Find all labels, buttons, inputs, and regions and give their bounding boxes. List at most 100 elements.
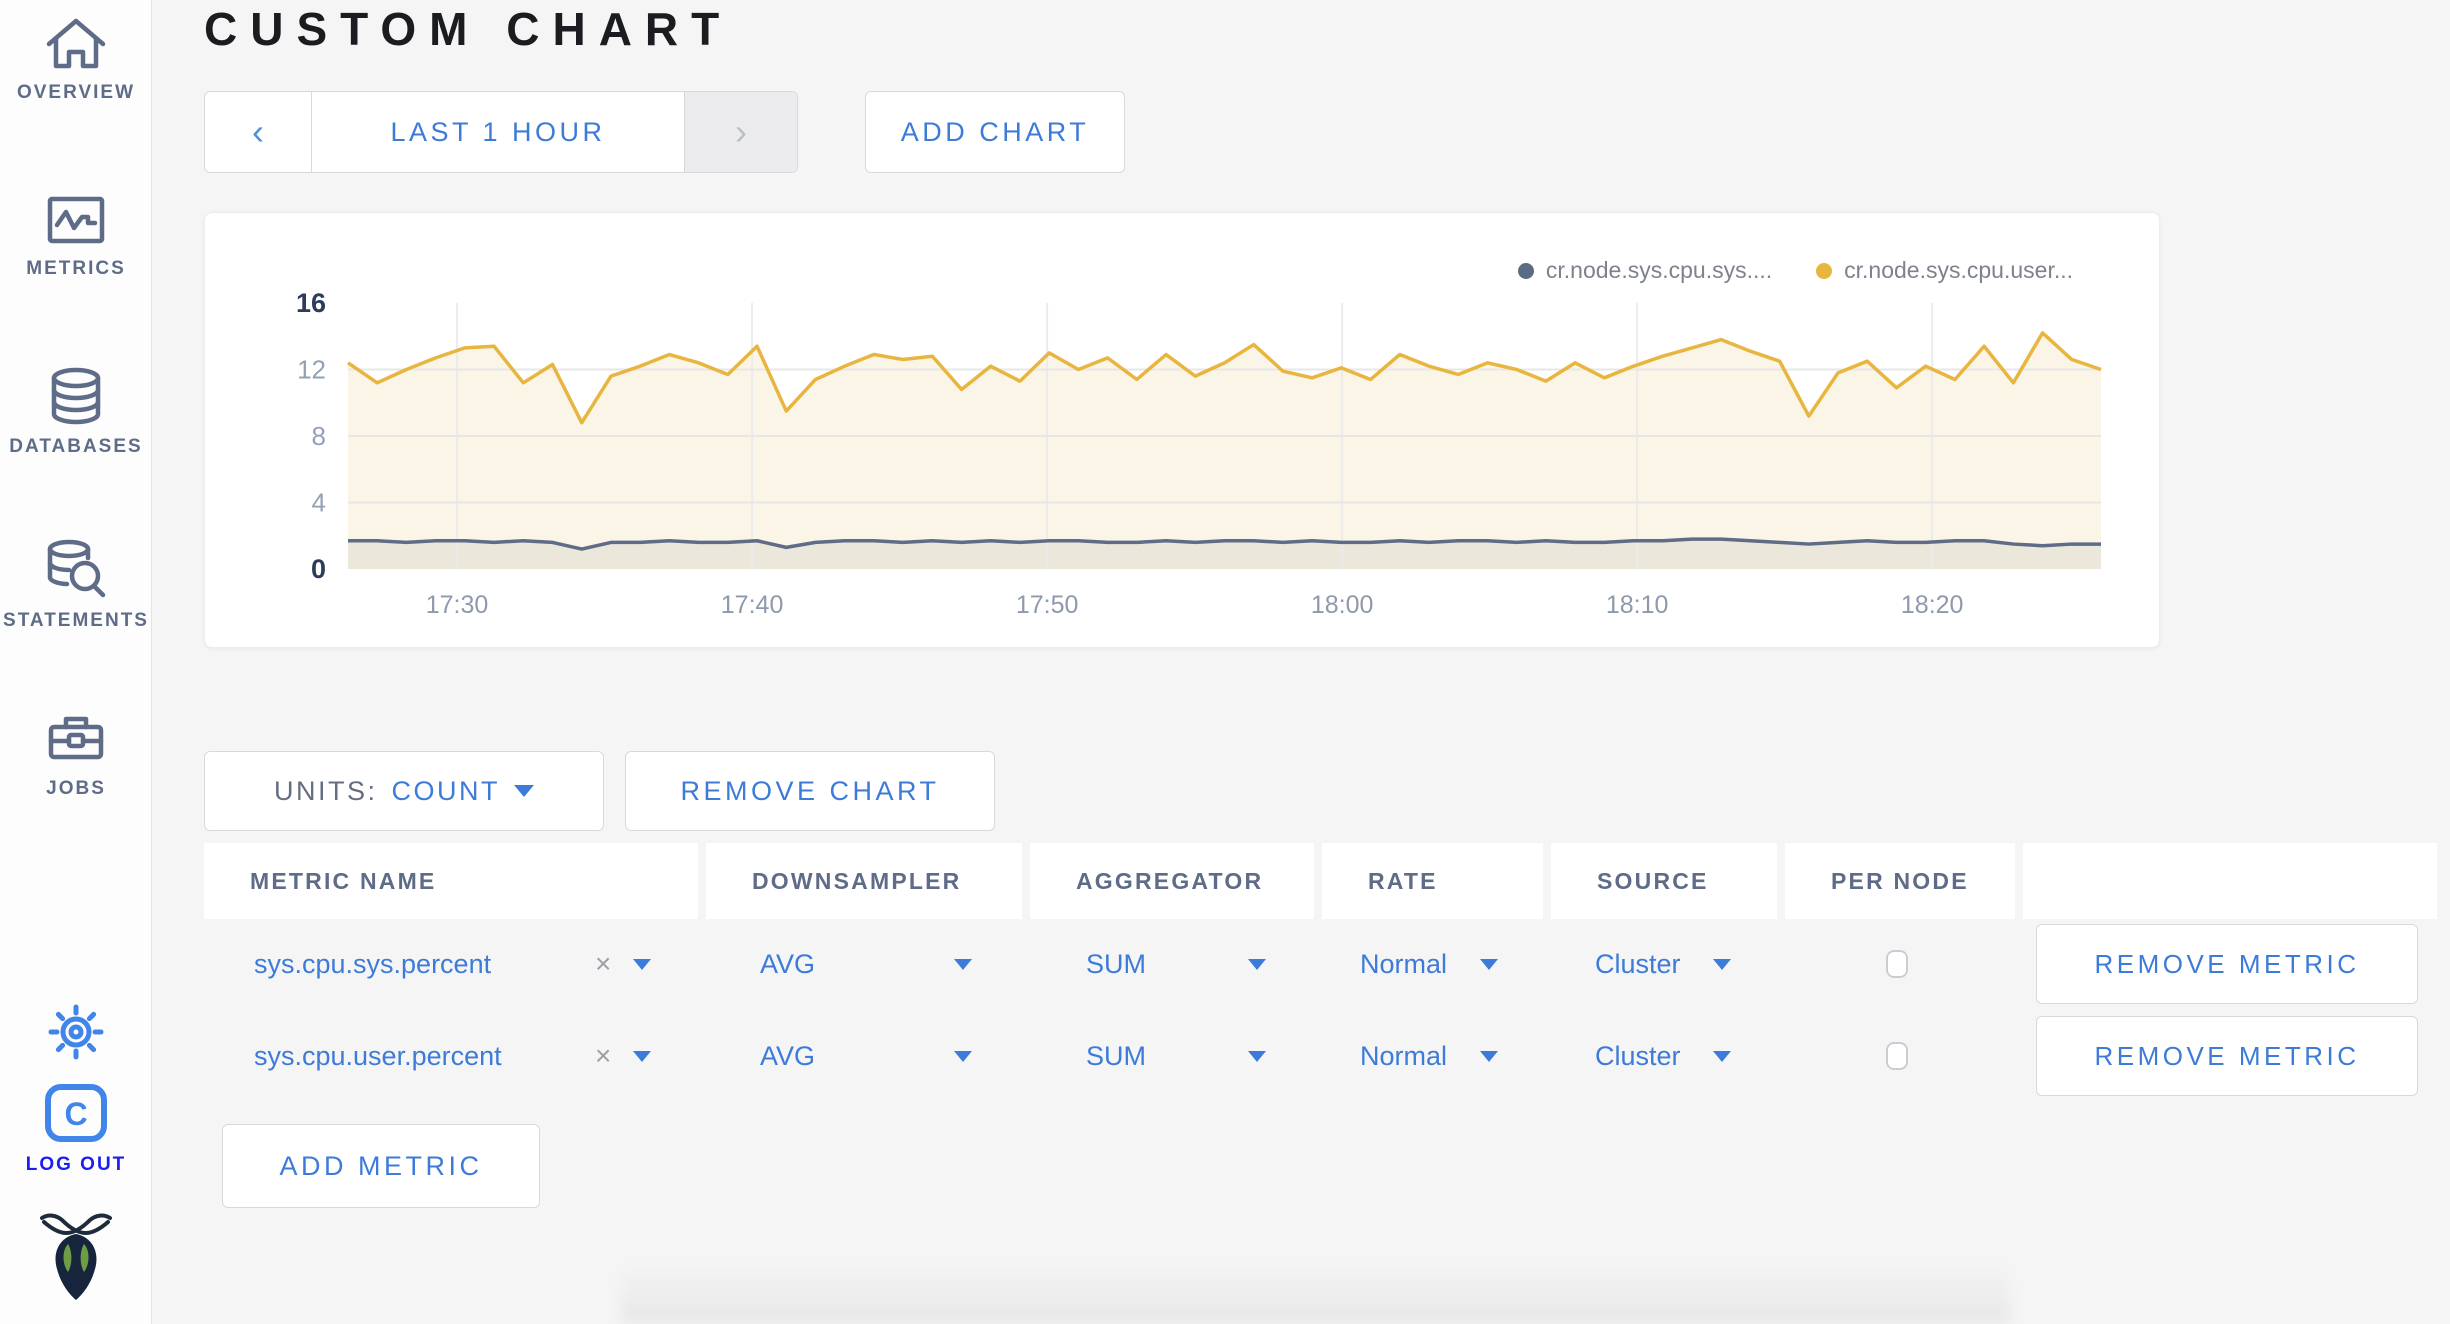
sidebar-item-label: METRICS xyxy=(26,258,126,279)
chevron-down-icon xyxy=(1713,958,1731,970)
col-header-source: SOURCE xyxy=(1551,843,1777,919)
metrics-chart-icon xyxy=(47,196,105,244)
aggregator-value: SUM xyxy=(1086,948,1146,979)
svg-text:4: 4 xyxy=(312,488,326,518)
source-value: Cluster xyxy=(1595,948,1681,979)
chevron-down-icon[interactable] xyxy=(633,958,652,970)
logout-button[interactable]: C LOG OUT xyxy=(0,1082,152,1176)
svg-text:17:30: 17:30 xyxy=(426,591,489,619)
chevron-down-icon xyxy=(1713,1050,1731,1062)
home-icon xyxy=(46,18,106,69)
source-select[interactable]: Cluster xyxy=(1595,1010,1731,1102)
source-value: Cluster xyxy=(1595,1040,1681,1071)
svg-text:C: C xyxy=(64,1096,87,1132)
time-window-selector: ‹ LAST 1 HOUR › xyxy=(204,91,798,173)
rate-select[interactable]: Normal xyxy=(1360,918,1498,1010)
sidebar-item-jobs[interactable]: JOBS xyxy=(0,710,152,800)
col-header-rate: RATE xyxy=(1322,843,1543,919)
cockroach-c-icon: C xyxy=(45,1084,107,1142)
svg-text:0: 0 xyxy=(311,554,326,584)
rate-value: Normal xyxy=(1360,948,1448,979)
chevron-down-icon xyxy=(1480,958,1498,970)
chevron-down-icon xyxy=(1248,1050,1266,1062)
briefcase-icon xyxy=(48,716,104,760)
per-node-cell xyxy=(1886,918,1908,1010)
aggregator-value: SUM xyxy=(1086,1040,1146,1071)
svg-text:12: 12 xyxy=(297,355,326,385)
legend-dot-user xyxy=(1816,262,1833,279)
per-node-checkbox[interactable] xyxy=(1886,950,1908,978)
sidebar-item-databases[interactable]: DATABASES xyxy=(0,366,152,458)
sidebar-item-label: JOBS xyxy=(46,778,106,799)
svg-text:17:40: 17:40 xyxy=(721,591,784,619)
chevron-left-icon: ‹ xyxy=(252,111,264,152)
clear-metric-icon[interactable]: × xyxy=(595,948,612,979)
metric-name-select[interactable]: sys.cpu.sys.percent xyxy=(254,918,491,1010)
logout-label: LOG OUT xyxy=(25,1154,127,1175)
database-icon xyxy=(51,367,101,425)
svg-text:18:00: 18:00 xyxy=(1311,591,1374,619)
time-window-next-button[interactable]: › xyxy=(684,92,797,172)
database-search-icon xyxy=(47,539,106,598)
legend-item-sys[interactable]: cr.node.sys.cpu.sys.... xyxy=(1517,257,1773,284)
rate-value: Normal xyxy=(1360,1040,1448,1071)
add-chart-button[interactable]: ADD CHART xyxy=(865,91,1125,173)
units-label: UNITS: xyxy=(273,775,378,806)
chevron-down-icon xyxy=(514,785,534,797)
downsampler-select[interactable]: AVG xyxy=(760,1010,972,1102)
page-title: CUSTOM CHART xyxy=(204,3,733,55)
cpu-percent-line-chart: 17:30 17:40 17:50 18:00 18:10 18:20 0 4 8 12 16 xyxy=(296,288,2102,619)
sidebar-item-statements[interactable]: STATEMENTS xyxy=(0,538,152,632)
col-header-downsampler: DOWNSAMPLER xyxy=(706,843,1022,919)
col-header-aggregator: AGGREGATOR xyxy=(1030,843,1314,919)
sidebar-item-label: STATEMENTS xyxy=(3,610,149,631)
chart-legend: cr.node.sys.cpu.sys.... cr.node.sys.cpu.… xyxy=(1517,257,2073,284)
sidebar-item-label: OVERVIEW xyxy=(16,82,136,103)
downsampler-value: AVG xyxy=(760,1040,816,1071)
chevron-down-icon xyxy=(1480,1050,1498,1062)
chevron-down-icon xyxy=(954,958,972,970)
scroll-shadow xyxy=(620,1260,2010,1324)
legend-label: cr.node.sys.cpu.user... xyxy=(1844,257,2073,283)
aggregator-select[interactable]: SUM xyxy=(1086,918,1266,1010)
metric-name-value: sys.cpu.sys.percent xyxy=(254,948,492,979)
sidebar-item-overview[interactable]: OVERVIEW xyxy=(0,12,152,104)
source-select[interactable]: Cluster xyxy=(1595,918,1731,1010)
units-value: COUNT xyxy=(391,775,500,806)
aggregator-select[interactable]: SUM xyxy=(1086,1010,1266,1102)
metric-name-value: sys.cpu.user.percent xyxy=(254,1040,502,1071)
cockroach-bug-icon xyxy=(40,1213,112,1300)
legend-label: cr.node.sys.cpu.sys.... xyxy=(1545,257,1773,283)
legend-dot-sys xyxy=(1517,262,1534,279)
time-window-prev-button[interactable]: ‹ xyxy=(205,92,312,172)
add-metric-button[interactable]: ADD METRIC xyxy=(222,1124,540,1208)
clear-metric-icon[interactable]: × xyxy=(595,1040,612,1071)
col-header-metric-name: METRIC NAME xyxy=(204,843,698,919)
sidebar-item-label: DATABASES xyxy=(9,436,143,457)
settings-button[interactable] xyxy=(0,1004,152,1060)
col-header-actions xyxy=(2023,843,2437,919)
downsampler-select[interactable]: AVG xyxy=(760,918,972,1010)
metric-name-select[interactable]: sys.cpu.user.percent xyxy=(254,1010,502,1102)
remove-chart-button[interactable]: REMOVE CHART xyxy=(625,751,995,831)
col-header-per-node: PER NODE xyxy=(1785,843,2015,919)
per-node-cell xyxy=(1886,1010,1908,1102)
sidebar-item-metrics[interactable]: METRICS xyxy=(0,192,152,280)
svg-text:18:20: 18:20 xyxy=(1901,591,1964,619)
downsampler-value: AVG xyxy=(760,948,816,979)
per-node-checkbox[interactable] xyxy=(1886,1042,1908,1070)
legend-item-user[interactable]: cr.node.sys.cpu.user... xyxy=(1816,257,2073,284)
chart-card: cr.node.sys.cpu.sys.... cr.node.sys.cpu.… xyxy=(204,212,2160,648)
sidebar: OVERVIEW METRICS DATABASES xyxy=(0,0,152,1324)
time-window-label[interactable]: LAST 1 HOUR xyxy=(390,116,606,147)
remove-metric-button[interactable]: REMOVE METRIC xyxy=(2036,1016,2418,1096)
rate-select[interactable]: Normal xyxy=(1360,1010,1498,1102)
units-dropdown[interactable]: UNITS: COUNT xyxy=(204,751,604,831)
svg-text:16: 16 xyxy=(296,288,326,318)
chevron-down-icon xyxy=(954,1050,972,1062)
chevron-down-icon[interactable] xyxy=(633,1050,652,1062)
cockroach-logo xyxy=(0,1212,152,1302)
remove-metric-button[interactable]: REMOVE METRIC xyxy=(2036,924,2418,1004)
svg-text:18:10: 18:10 xyxy=(1606,591,1669,619)
